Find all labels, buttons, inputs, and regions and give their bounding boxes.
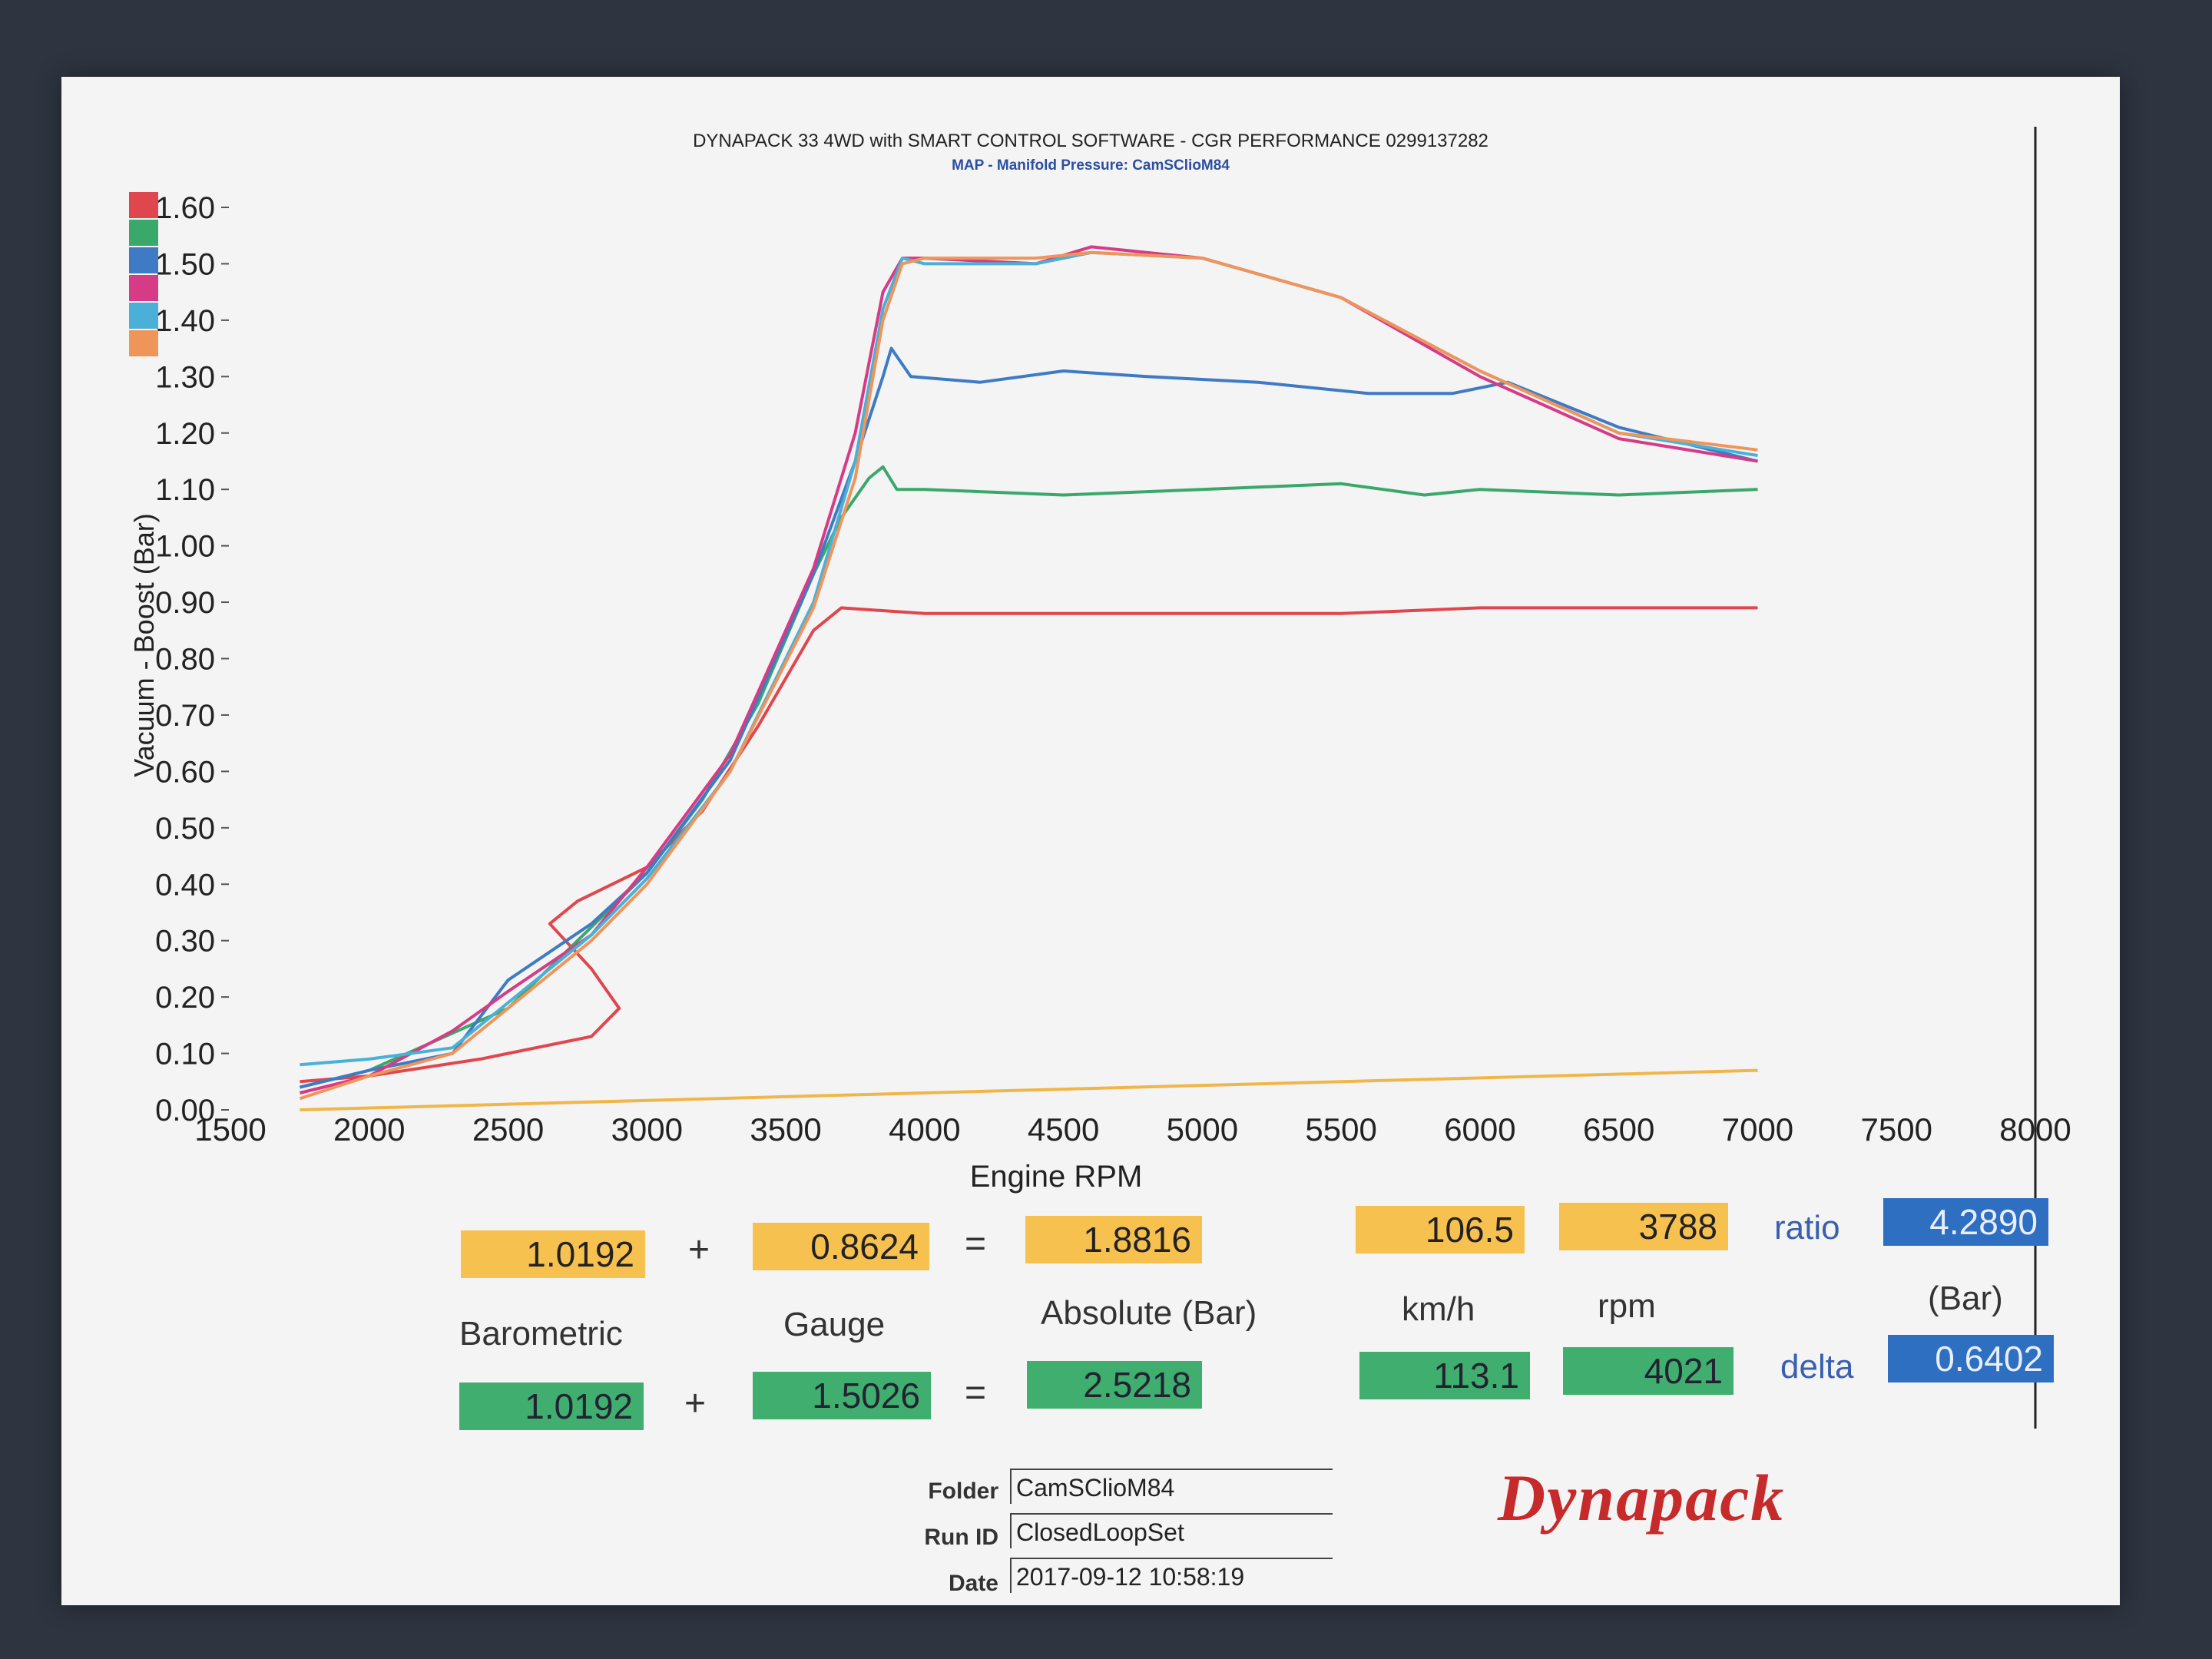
date-label: Date — [948, 1571, 998, 1596]
runid-field: ClosedLoopSet — [1010, 1513, 1333, 1548]
x-tick-label: 6500 — [1583, 1111, 1654, 1147]
ratio-label: ratio — [1774, 1209, 1840, 1247]
y-tick-label: 1.50 — [155, 247, 215, 281]
plus-sign-1: + — [687, 1230, 710, 1270]
dyno-sheet — [61, 77, 2120, 1605]
series-line — [299, 346, 1758, 1089]
x-tick-label: 3500 — [750, 1111, 821, 1147]
series-line — [300, 606, 1758, 1084]
delta-label: delta — [1780, 1348, 1854, 1386]
x-tick-label: 5500 — [1305, 1111, 1376, 1147]
x-tick-label: 5000 — [1167, 1111, 1238, 1147]
kmh-value-2: 113.1 — [1359, 1352, 1530, 1399]
legend-swatch — [129, 275, 158, 301]
absolute-label: Absolute (Bar) — [1041, 1294, 1257, 1332]
gauge-label: Gauge — [783, 1306, 886, 1343]
dynapack-logo: Dynapack — [1498, 1461, 1786, 1535]
gauge-value-1: 0.8624 — [753, 1223, 929, 1270]
barometric-value-1: 1.0192 — [461, 1230, 645, 1278]
y-tick-label: 1.40 — [155, 304, 215, 338]
date-field: 2017-09-12 10:58:19 — [1010, 1558, 1333, 1593]
y-tick-label: 0.90 — [155, 586, 215, 620]
x-tick-label: 2500 — [472, 1111, 544, 1147]
y-tick-label: 0.70 — [155, 699, 215, 733]
legend-swatch — [129, 303, 158, 329]
x-tick-label: 1500 — [194, 1111, 266, 1147]
legend-swatch — [129, 220, 158, 246]
x-tick-label: 7000 — [1722, 1111, 1793, 1147]
ratio-value: 4.2890 — [1883, 1198, 2048, 1246]
x-axis-label: Engine RPM — [970, 1160, 1143, 1194]
kmh-value-1: 106.5 — [1356, 1206, 1525, 1253]
y-tick-label: 0.60 — [155, 755, 215, 789]
series-line — [300, 1068, 1758, 1111]
x-tick-label: 2000 — [333, 1111, 405, 1147]
chart-subtitle: MAP - Manifold Pressure: CamSClioM84 — [952, 157, 1230, 174]
legend-swatch — [129, 330, 158, 356]
chart-title: DYNAPACK 33 4WD with SMART CONTROL SOFTW… — [693, 131, 1488, 151]
equals-sign-1: = — [964, 1224, 987, 1264]
legend-swatch — [129, 247, 158, 273]
y-tick-label: 0.10 — [155, 1038, 215, 1071]
y-tick-label: 1.10 — [155, 473, 215, 507]
y-tick-label: 0.50 — [155, 812, 215, 846]
y-axis-label: Vacuum - Boost (Bar) — [128, 513, 160, 777]
x-tick-label: 4500 — [1028, 1111, 1099, 1147]
bar-unit-label: (Bar) — [1928, 1280, 2003, 1317]
rpm-value-1: 3788 — [1559, 1203, 1728, 1250]
absolute-value-1: 1.8816 — [1025, 1216, 1202, 1263]
runid-label: Run ID — [924, 1525, 998, 1550]
absolute-value-2: 2.5218 — [1027, 1361, 1202, 1409]
x-tick-label: 8000 — [1999, 1111, 2071, 1147]
y-tick-label: 1.00 — [155, 530, 215, 564]
y-tick-label: 1.20 — [155, 417, 215, 451]
kmh-label: km/h — [1402, 1290, 1475, 1328]
y-tick-label: 0.30 — [155, 925, 215, 959]
y-tick-label: 0.00 — [155, 1094, 215, 1128]
delta-value: 0.6402 — [1888, 1335, 2054, 1382]
plus-sign-2: + — [684, 1383, 707, 1424]
y-tick-label: 0.20 — [155, 981, 215, 1015]
x-tick-label: 7500 — [1861, 1111, 1932, 1147]
x-tick-label: 6000 — [1444, 1111, 1515, 1147]
rpm-value-2: 4021 — [1563, 1347, 1734, 1395]
folder-label: Folder — [928, 1479, 998, 1504]
y-tick-label: 0.80 — [155, 643, 215, 677]
barometric-label: Barometric — [459, 1315, 623, 1353]
folder-field: CamSClioM84 — [1010, 1469, 1333, 1504]
legend-swatch — [129, 192, 158, 218]
x-tick-label: 3000 — [611, 1111, 683, 1147]
barometric-value-2: 1.0192 — [459, 1382, 644, 1430]
gauge-value-2: 1.5026 — [753, 1372, 931, 1419]
y-tick-label: 0.40 — [155, 868, 215, 902]
x-tick-label: 4000 — [889, 1111, 960, 1147]
equals-sign-2: = — [964, 1373, 987, 1413]
rpm-label: rpm — [1598, 1287, 1656, 1325]
series-line — [299, 250, 1758, 1101]
y-tick-label: 1.30 — [155, 360, 215, 394]
series-line — [299, 245, 1758, 1094]
y-tick-label: 1.60 — [155, 191, 215, 225]
